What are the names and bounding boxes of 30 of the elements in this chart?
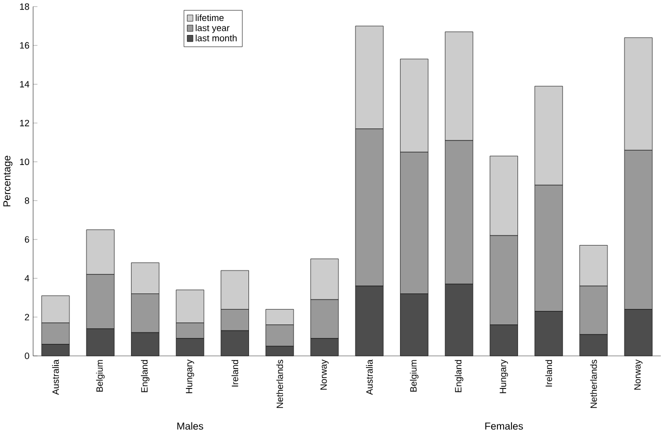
y-tick-label: 8 [24,197,30,204]
legend-label: last year [196,24,230,33]
y-tick-label: 18 [20,3,30,10]
legend-label: last month [196,34,237,42]
y-axis-title: Percentage [3,156,12,206]
x-tick-label: Netherlands [590,360,597,408]
y-tick-label: 0 [24,352,30,360]
x-tick-label: Hungary [500,359,508,394]
x-tick-label: Belgium [410,360,418,392]
y-tick-label: 14 [20,81,30,88]
y-tick-label: 16 [20,42,30,49]
text: Females [485,422,523,430]
x-tick-label: Ireland [232,360,238,386]
x-tick-label: England [140,360,150,392]
x-tick-label: Australia [52,359,59,395]
x-tick-label: Norway [634,359,642,390]
y-tick-label: 10 [20,158,30,166]
legend-label: lifetime [196,14,224,22]
x-tick-label: Hungary [186,359,194,394]
x-tick-label: Netherlands [276,360,284,408]
text: Males [177,422,204,430]
x-tick-label: Australia [366,359,373,395]
x-tick-label: Ireland [545,360,552,386]
y-tick-label: 2 [24,314,30,320]
x-tick-label: Norway [320,359,329,390]
y-tick-label: 12 [20,120,30,126]
x-tick-label: Belgium [96,360,105,392]
x-tick-label: England [454,360,464,392]
y-tick-label: 6 [24,236,30,243]
y-tick-label: 4 [24,275,30,282]
